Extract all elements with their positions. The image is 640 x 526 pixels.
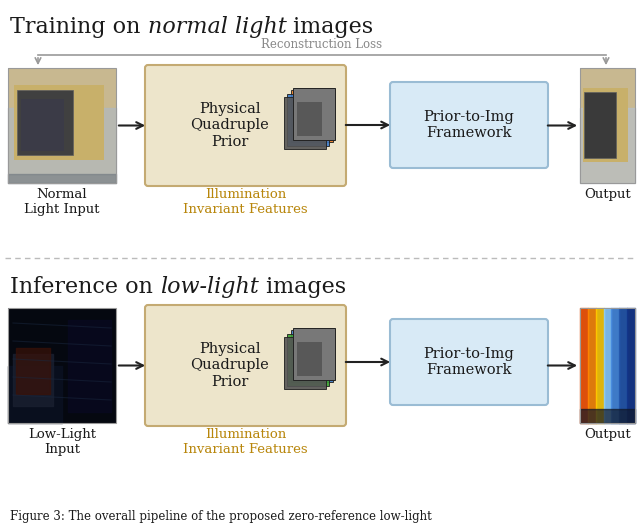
FancyBboxPatch shape — [390, 319, 548, 405]
FancyBboxPatch shape — [8, 308, 116, 423]
Text: Prior-to-Img
Framework: Prior-to-Img Framework — [424, 347, 515, 377]
FancyBboxPatch shape — [292, 87, 335, 139]
Text: Illumination
Invariant Features: Illumination Invariant Features — [183, 188, 308, 216]
FancyBboxPatch shape — [287, 94, 328, 146]
Text: Figure 3: The overall pipeline of the proposed zero-reference low-light: Figure 3: The overall pipeline of the pr… — [10, 510, 432, 523]
Text: Prior-to-Img
Framework: Prior-to-Img Framework — [424, 110, 515, 140]
FancyBboxPatch shape — [584, 92, 616, 158]
FancyBboxPatch shape — [8, 68, 116, 183]
Text: Illumination
Invariant Features: Illumination Invariant Features — [183, 428, 308, 456]
Text: Physical
Quadruple
Prior: Physical Quadruple Prior — [191, 102, 269, 149]
FancyBboxPatch shape — [145, 65, 346, 186]
Text: Low-Light
Input: Low-Light Input — [28, 428, 96, 456]
FancyBboxPatch shape — [291, 89, 333, 141]
FancyBboxPatch shape — [284, 96, 326, 148]
FancyBboxPatch shape — [580, 308, 635, 423]
Text: Output: Output — [584, 428, 631, 441]
FancyBboxPatch shape — [583, 87, 628, 163]
Text: low-light: low-light — [160, 276, 259, 298]
FancyBboxPatch shape — [284, 337, 326, 389]
FancyBboxPatch shape — [390, 82, 548, 168]
Text: Physical
Quadruple
Prior: Physical Quadruple Prior — [191, 342, 269, 389]
FancyBboxPatch shape — [580, 68, 635, 183]
FancyBboxPatch shape — [14, 85, 104, 160]
Text: images: images — [259, 276, 346, 298]
Text: Reconstruction Loss: Reconstruction Loss — [261, 38, 383, 51]
FancyBboxPatch shape — [21, 99, 64, 151]
Text: Normal
Light Input: Normal Light Input — [24, 188, 100, 216]
Text: images: images — [286, 16, 374, 38]
FancyBboxPatch shape — [145, 305, 346, 426]
FancyBboxPatch shape — [17, 90, 73, 155]
Text: Inference on: Inference on — [10, 276, 160, 298]
Text: Training on: Training on — [10, 16, 147, 38]
Text: Output: Output — [584, 188, 631, 201]
FancyBboxPatch shape — [291, 329, 333, 381]
FancyBboxPatch shape — [296, 342, 322, 376]
FancyBboxPatch shape — [296, 102, 322, 136]
FancyBboxPatch shape — [292, 328, 335, 379]
FancyBboxPatch shape — [287, 333, 328, 386]
Text: normal light: normal light — [147, 16, 286, 38]
